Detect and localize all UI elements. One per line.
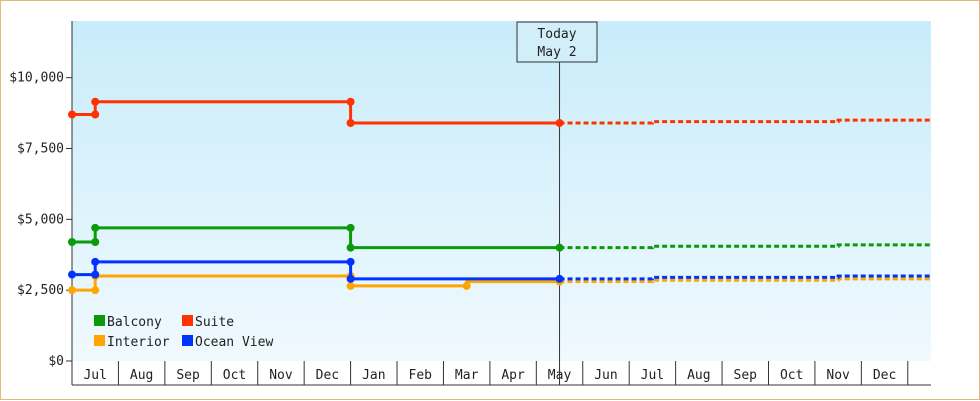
data-point-suite[interactable] bbox=[68, 110, 76, 119]
data-point-suite[interactable] bbox=[346, 119, 355, 127]
y-tick-label: $2,500 bbox=[17, 283, 64, 298]
x-tick-label: Aug bbox=[130, 368, 153, 383]
data-point-ocean-view[interactable] bbox=[346, 257, 355, 266]
plot-area bbox=[72, 21, 931, 361]
x-tick-label: Feb bbox=[409, 368, 433, 383]
x-tick-label: Jul bbox=[641, 368, 664, 383]
data-point-interior[interactable] bbox=[462, 281, 471, 290]
data-point-interior[interactable] bbox=[68, 286, 76, 295]
x-tick-label: Jan bbox=[362, 368, 385, 383]
y-tick-label: $10,000 bbox=[9, 71, 64, 86]
y-tick-label: $7,500 bbox=[17, 142, 64, 157]
data-point-balcony[interactable] bbox=[555, 243, 564, 252]
data-point-ocean-view[interactable] bbox=[346, 274, 355, 283]
x-tick-label: Oct bbox=[223, 368, 246, 383]
data-point-suite[interactable] bbox=[91, 110, 100, 119]
data-point-suite[interactable] bbox=[346, 97, 355, 106]
series-balcony bbox=[68, 223, 931, 252]
data-point-balcony[interactable] bbox=[91, 238, 100, 246]
forecast-line-interior bbox=[559, 277, 931, 284]
x-tick-label: Nov bbox=[826, 368, 850, 383]
y-axis: $0 $2,500 $5,000 $7,500 $10,000 bbox=[9, 21, 73, 385]
x-tick-label: Dec bbox=[316, 368, 339, 383]
legend-label: Suite bbox=[195, 315, 234, 330]
series-ocean-view bbox=[68, 257, 931, 283]
legend-item-ocean-view[interactable]: Ocean View bbox=[182, 335, 273, 350]
x-tick-label: Aug bbox=[687, 368, 710, 383]
forecast-line-suite bbox=[559, 118, 931, 125]
today-date: May 2 bbox=[537, 45, 576, 60]
legend-swatch bbox=[182, 315, 193, 326]
data-point-ocean-view[interactable] bbox=[91, 257, 100, 266]
data-point-interior[interactable] bbox=[91, 286, 100, 295]
y-tick-label: $5,000 bbox=[17, 212, 64, 227]
data-point-balcony[interactable] bbox=[68, 238, 76, 246]
data-point-balcony[interactable] bbox=[91, 223, 100, 232]
series-suite bbox=[68, 97, 931, 127]
data-point-suite[interactable] bbox=[91, 97, 100, 106]
legend-item-suite[interactable]: Suite bbox=[182, 315, 234, 330]
forecast-line-balcony bbox=[559, 243, 931, 250]
data-point-ocean-view[interactable] bbox=[68, 270, 76, 279]
today-label: Today bbox=[537, 27, 576, 42]
legend-item-balcony[interactable]: Balcony bbox=[94, 315, 162, 330]
data-point-ocean-view[interactable] bbox=[91, 270, 100, 279]
legend-item-interior[interactable]: Interior bbox=[94, 335, 170, 350]
today-box bbox=[516, 21, 598, 63]
x-tick-label: Nov bbox=[269, 368, 293, 383]
forecast-line-ocean-view bbox=[559, 274, 931, 281]
legend-label: Balcony bbox=[107, 315, 162, 330]
x-tick-label: Dec bbox=[873, 368, 896, 383]
y-tick-label: $0 bbox=[48, 354, 64, 369]
series-layer bbox=[68, 97, 931, 295]
data-point-suite[interactable] bbox=[555, 119, 564, 127]
data-point-ocean-view[interactable] bbox=[555, 274, 564, 283]
x-tick-label: Oct bbox=[780, 368, 803, 383]
x-tick-label: Jun bbox=[594, 368, 617, 383]
legend-swatch bbox=[94, 315, 105, 326]
legend: Balcony Suite Interior Ocean View bbox=[94, 315, 273, 350]
x-tick-label: Sep bbox=[734, 368, 758, 383]
x-tick-label: Mar bbox=[455, 368, 479, 383]
legend-label: Ocean View bbox=[195, 335, 273, 350]
x-tick-label: Sep bbox=[176, 368, 200, 383]
data-point-interior[interactable] bbox=[346, 281, 355, 290]
legend-label: Interior bbox=[107, 335, 170, 350]
x-tick-label: Jul bbox=[83, 368, 106, 383]
legend-swatch bbox=[182, 335, 193, 346]
data-point-balcony[interactable] bbox=[346, 223, 355, 232]
data-point-balcony[interactable] bbox=[346, 243, 355, 252]
x-axis: Jul Aug Sep Oct Nov Dec Jan Feb Mar Apr May Jun Jul A… bbox=[71, 361, 931, 386]
legend-swatch bbox=[94, 335, 105, 346]
x-tick-label: Apr bbox=[501, 368, 525, 383]
today-marker: Today May 2 bbox=[516, 21, 598, 385]
